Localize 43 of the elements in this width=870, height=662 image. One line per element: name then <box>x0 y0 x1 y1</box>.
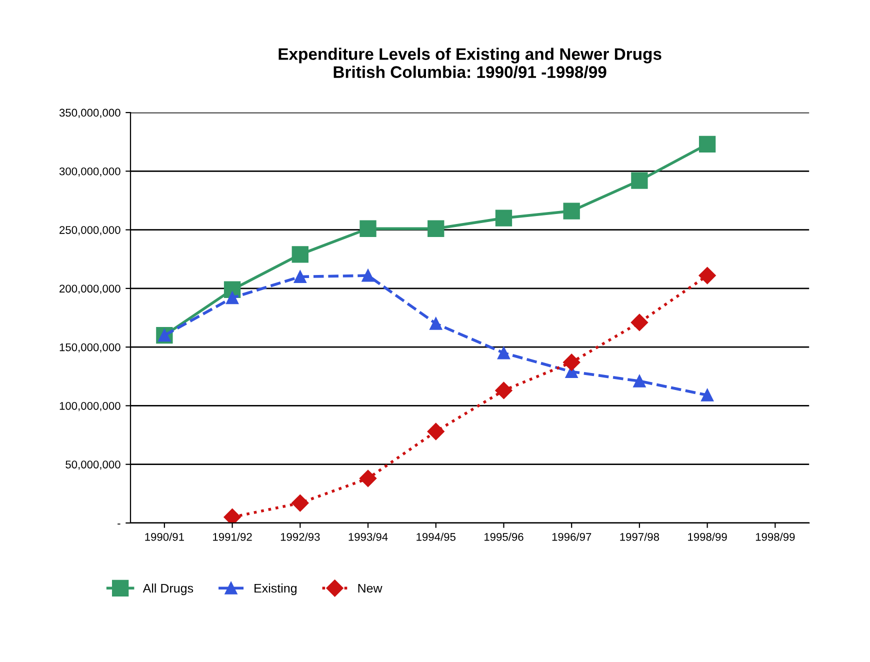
point <box>698 136 716 153</box>
point <box>563 202 580 220</box>
x-tick-label: 1995/96 <box>484 532 524 541</box>
point <box>430 317 442 330</box>
x-tick-label: 1997/98 <box>620 532 660 541</box>
y-tick-label: 250,000,000 <box>60 226 120 236</box>
y-tick-label: 200,000,000 <box>60 284 120 294</box>
y-tick-label: 50,000,000 <box>66 460 120 470</box>
point <box>701 388 714 402</box>
point <box>292 494 309 512</box>
point <box>631 172 648 189</box>
legend-label: All Drugs <box>142 583 194 596</box>
x-tick-label: 1998/99 <box>756 532 795 541</box>
point <box>427 422 444 440</box>
point <box>563 354 580 371</box>
point <box>360 220 376 237</box>
chart-title: Expenditure Levels of Existing and Newer Drugs British Columbia: 1990/91 -1998/99 <box>278 48 662 78</box>
y-tick-label: 150,000,000 <box>60 343 120 353</box>
x-tick-label: 1998/99 <box>688 532 727 541</box>
point <box>633 374 646 388</box>
point <box>497 346 510 360</box>
x-tick-label: 1990/91 <box>145 532 184 541</box>
point <box>630 314 648 332</box>
point <box>495 210 512 226</box>
point <box>428 220 444 237</box>
point <box>224 508 241 523</box>
x-tick-label: 1992/93 <box>280 532 320 541</box>
legend-label: Existing <box>254 583 296 596</box>
x-tick-label: 1991/92 <box>213 532 252 541</box>
y-tick-label: 300,000,000 <box>59 167 120 177</box>
point <box>359 470 377 487</box>
y-tick-label: 100,000,000 <box>60 402 120 412</box>
point <box>362 269 374 282</box>
point <box>495 382 512 400</box>
x-tick-label: 1996/97 <box>552 532 592 541</box>
x-tick-label: 1994/95 <box>416 532 456 541</box>
x-tick-label: 1993/94 <box>348 532 388 541</box>
point <box>226 292 239 304</box>
point <box>698 266 716 284</box>
point <box>294 270 306 283</box>
y-tick-label: 350,000,000 <box>59 108 120 118</box>
legend-label: New <box>358 584 382 593</box>
point <box>292 246 308 263</box>
